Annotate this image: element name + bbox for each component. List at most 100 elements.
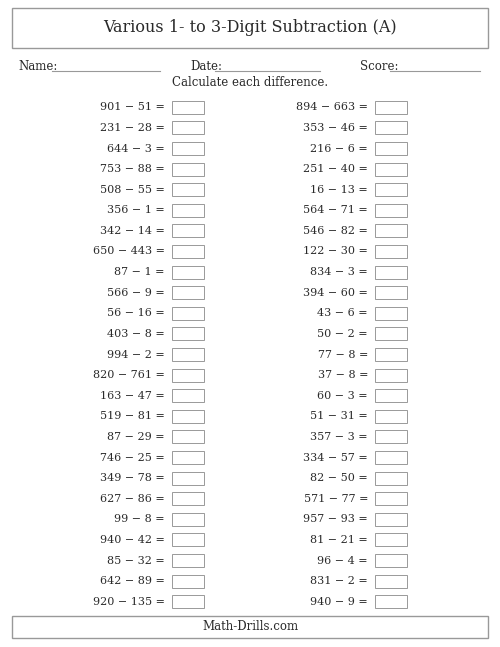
Text: 834 − 3 =: 834 − 3 = <box>310 267 368 277</box>
Bar <box>375 533 407 547</box>
Text: 356 − 1 =: 356 − 1 = <box>107 205 165 215</box>
Text: 96 − 4 =: 96 − 4 = <box>318 556 368 565</box>
Bar <box>172 266 204 279</box>
Text: 251 − 40 =: 251 − 40 = <box>303 164 368 174</box>
Text: 342 − 14 =: 342 − 14 = <box>100 226 165 236</box>
Bar <box>172 389 204 402</box>
Text: 394 − 60 =: 394 − 60 = <box>303 288 368 298</box>
Bar <box>375 266 407 279</box>
Bar <box>172 204 204 217</box>
Bar <box>375 595 407 608</box>
Text: Various 1- to 3-Digit Subtraction (A): Various 1- to 3-Digit Subtraction (A) <box>103 19 397 36</box>
Bar <box>172 533 204 547</box>
Text: 16 − 13 =: 16 − 13 = <box>310 184 368 195</box>
Bar <box>172 225 204 237</box>
Text: 901 − 51 =: 901 − 51 = <box>100 102 165 113</box>
Bar <box>375 554 407 567</box>
Bar <box>375 513 407 526</box>
Bar <box>375 472 407 485</box>
Bar <box>172 369 204 382</box>
Bar <box>375 348 407 361</box>
Text: 122 − 30 =: 122 − 30 = <box>303 247 368 256</box>
Bar <box>172 554 204 567</box>
Bar <box>375 225 407 237</box>
Bar <box>375 101 407 114</box>
Bar <box>375 142 407 155</box>
Text: 820 − 761 =: 820 − 761 = <box>93 370 165 380</box>
Text: 627 − 86 =: 627 − 86 = <box>100 494 165 504</box>
Bar <box>375 307 407 320</box>
Text: 508 − 55 =: 508 − 55 = <box>100 184 165 195</box>
Text: Name:: Name: <box>18 61 58 74</box>
Text: 642 − 89 =: 642 − 89 = <box>100 576 165 586</box>
Bar <box>375 389 407 402</box>
Bar <box>172 575 204 587</box>
Text: 353 − 46 =: 353 − 46 = <box>303 123 368 133</box>
Bar <box>172 410 204 422</box>
Text: 50 − 2 =: 50 − 2 = <box>318 329 368 339</box>
Text: 60 − 3 =: 60 − 3 = <box>318 391 368 400</box>
Text: Calculate each difference.: Calculate each difference. <box>172 76 328 89</box>
Text: 894 − 663 =: 894 − 663 = <box>296 102 368 113</box>
Bar <box>375 575 407 587</box>
Bar <box>12 616 488 638</box>
Bar <box>172 183 204 196</box>
Text: 546 − 82 =: 546 − 82 = <box>303 226 368 236</box>
Bar <box>172 348 204 361</box>
Bar <box>375 492 407 505</box>
Text: 87 − 1 =: 87 − 1 = <box>114 267 165 277</box>
Text: 566 − 9 =: 566 − 9 = <box>107 288 165 298</box>
Text: 994 − 2 =: 994 − 2 = <box>107 349 165 360</box>
Bar <box>172 101 204 114</box>
Bar <box>172 472 204 485</box>
Text: 163 − 47 =: 163 − 47 = <box>100 391 165 400</box>
Text: Math-Drills.com: Math-Drills.com <box>202 620 298 633</box>
Bar <box>172 162 204 175</box>
Text: Date:: Date: <box>190 61 222 74</box>
Bar <box>375 204 407 217</box>
Text: 831 − 2 =: 831 − 2 = <box>310 576 368 586</box>
Text: 334 − 57 =: 334 − 57 = <box>303 452 368 463</box>
Text: 650 − 443 =: 650 − 443 = <box>93 247 165 256</box>
Bar <box>172 513 204 526</box>
Bar <box>375 430 407 443</box>
Text: 940 − 42 =: 940 − 42 = <box>100 535 165 545</box>
Bar <box>375 122 407 135</box>
Text: 753 − 88 =: 753 − 88 = <box>100 164 165 174</box>
Bar <box>172 327 204 340</box>
Text: 56 − 16 =: 56 − 16 = <box>107 309 165 318</box>
Bar <box>375 369 407 382</box>
Bar <box>12 8 488 48</box>
Text: 746 − 25 =: 746 − 25 = <box>100 452 165 463</box>
Text: Score:: Score: <box>360 61 399 74</box>
Bar <box>172 142 204 155</box>
Bar <box>375 162 407 175</box>
Text: 920 − 135 =: 920 − 135 = <box>93 597 165 607</box>
Text: 571 − 77 =: 571 − 77 = <box>304 494 368 504</box>
Text: 231 − 28 =: 231 − 28 = <box>100 123 165 133</box>
Text: 87 − 29 =: 87 − 29 = <box>108 432 165 442</box>
Text: 43 − 6 =: 43 − 6 = <box>318 309 368 318</box>
Text: 82 − 50 =: 82 − 50 = <box>310 473 368 483</box>
Bar <box>172 286 204 299</box>
Bar <box>172 595 204 608</box>
Text: 77 − 8 =: 77 − 8 = <box>318 349 368 360</box>
Text: 644 − 3 =: 644 − 3 = <box>107 144 165 153</box>
Bar <box>375 410 407 422</box>
Text: 957 − 93 =: 957 − 93 = <box>303 514 368 524</box>
Text: 349 − 78 =: 349 − 78 = <box>100 473 165 483</box>
Text: 99 − 8 =: 99 − 8 = <box>114 514 165 524</box>
Text: 85 − 32 =: 85 − 32 = <box>107 556 165 565</box>
Bar <box>172 245 204 258</box>
Text: 81 − 21 =: 81 − 21 = <box>310 535 368 545</box>
Bar <box>375 245 407 258</box>
Bar <box>375 451 407 464</box>
Bar <box>375 183 407 196</box>
Bar <box>375 286 407 299</box>
Bar <box>172 307 204 320</box>
Text: 357 − 3 =: 357 − 3 = <box>310 432 368 442</box>
Text: 564 − 71 =: 564 − 71 = <box>303 205 368 215</box>
Text: 940 − 9 =: 940 − 9 = <box>310 597 368 607</box>
Text: 51 − 31 =: 51 − 31 = <box>310 411 368 421</box>
Bar <box>172 430 204 443</box>
